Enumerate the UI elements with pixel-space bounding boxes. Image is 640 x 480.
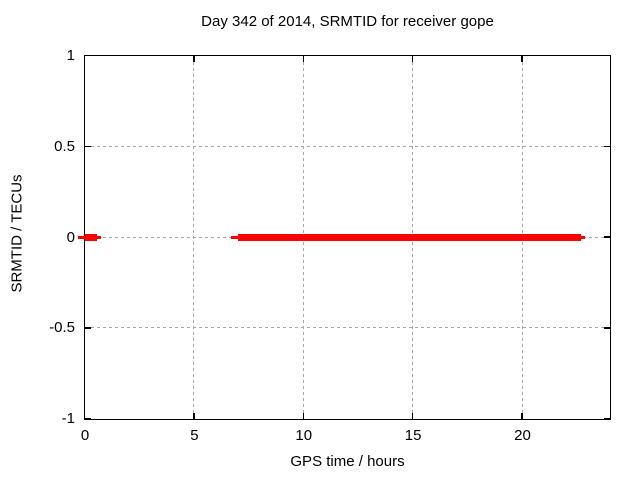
- x-tick-label: 5: [190, 427, 199, 444]
- x-tick-mark: [83, 412, 86, 419]
- x-tick-label: 10: [295, 427, 313, 444]
- y-tick-mark: [603, 327, 610, 329]
- x-tick-label: 20: [514, 427, 531, 444]
- y-tick-label: 0.5: [54, 137, 75, 155]
- data-line-segment: [84, 233, 97, 241]
- y-tick-mark: [603, 54, 610, 57]
- y-tick-mark: [84, 327, 91, 329]
- data-line-segment: [237, 233, 582, 241]
- x-tick-mark: [521, 55, 523, 62]
- y-tick-mark: [84, 417, 91, 420]
- horizontal-gridline: [84, 145, 610, 147]
- x-axis-label: GPS time / hours: [290, 453, 405, 470]
- y-tick-label: 1: [66, 47, 75, 64]
- x-tick-mark: [193, 412, 195, 419]
- x-tick-mark: [411, 412, 414, 419]
- horizontal-gridline: [84, 327, 610, 329]
- x-tick-mark: [411, 55, 414, 62]
- plot-area: [77, 54, 611, 420]
- y-tick-label: -0.5: [49, 319, 75, 337]
- y-tick-label: 0: [66, 228, 75, 246]
- x-tick-mark: [521, 412, 523, 419]
- y-tick-label: -1: [61, 410, 75, 427]
- y-tick-mark: [84, 145, 91, 147]
- y-tick-mark: [603, 236, 610, 238]
- y-tick-mark: [603, 145, 610, 147]
- y-tick-mark: [84, 54, 91, 57]
- x-tick-label: 15: [404, 427, 422, 444]
- x-tick-mark: [302, 55, 304, 62]
- x-tick-label: 0: [80, 427, 90, 444]
- x-tick-mark: [302, 412, 304, 419]
- x-tick-mark: [193, 55, 195, 62]
- chart-title: Day 342 of 2014, SRMTID for receiver gop…: [201, 13, 494, 30]
- y-tick-mark: [603, 417, 610, 420]
- x-tick-mark: [83, 55, 86, 62]
